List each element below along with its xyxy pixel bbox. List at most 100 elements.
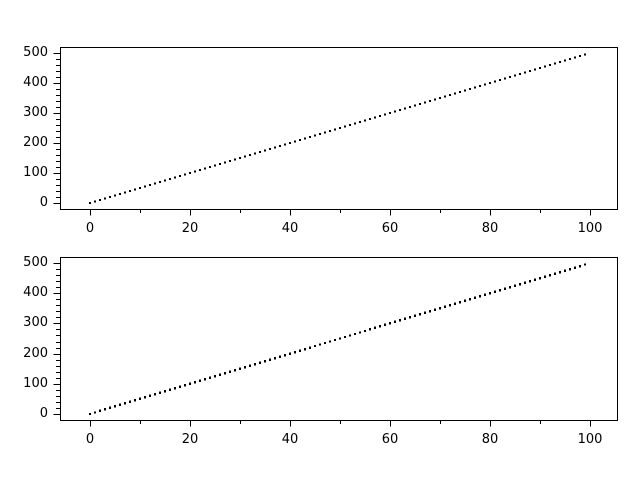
axes-frame [60, 257, 618, 421]
data-point [273, 146, 277, 149]
data-point [453, 302, 457, 305]
data-point [243, 366, 247, 369]
data-point [528, 279, 532, 283]
data-point [308, 346, 312, 349]
data-point [503, 287, 507, 290]
data-point [383, 113, 387, 116]
data-point [558, 60, 562, 64]
y-tick-label: 0 [39, 405, 48, 421]
data-point [538, 66, 542, 70]
data-point [173, 387, 177, 390]
y-tick-label: 0 [39, 195, 48, 210]
data-point [358, 120, 362, 124]
data-point [303, 137, 307, 140]
x-tick-label: 80 [481, 432, 499, 447]
data-point [208, 376, 212, 379]
data-point [473, 296, 477, 299]
data-point [433, 98, 437, 101]
data-point [163, 179, 167, 182]
data-point [233, 158, 237, 161]
data-point [403, 317, 407, 321]
data-point [463, 299, 467, 302]
data-point [353, 122, 357, 125]
data-point [328, 129, 332, 133]
data-point [268, 147, 272, 151]
data-point [373, 116, 377, 119]
data-point [283, 353, 287, 357]
data-point [348, 123, 352, 127]
data-point [123, 191, 127, 194]
x-tick-label: 0 [85, 432, 95, 447]
data-point [443, 305, 447, 308]
data-point [393, 110, 397, 113]
data-point [238, 367, 242, 370]
data-point [188, 171, 192, 175]
data-point [313, 344, 317, 348]
data-point [503, 77, 507, 80]
data-point [523, 71, 527, 74]
data-point [568, 267, 572, 271]
data-series [88, 263, 587, 416]
data-point [263, 359, 267, 363]
data-point [168, 388, 172, 391]
x-tick-label: 60 [381, 432, 399, 447]
y-tick-label: 400 [23, 75, 48, 90]
data-point [408, 105, 412, 109]
data-point [203, 378, 207, 381]
data-point [393, 320, 397, 324]
data-point [213, 375, 217, 378]
data-point [458, 301, 462, 304]
data-point [98, 198, 102, 202]
data-point [423, 101, 427, 104]
data-point [378, 114, 382, 118]
data-point [428, 99, 432, 103]
data-point [438, 96, 442, 100]
y-tick-label: 300 [23, 315, 48, 331]
x-tick-label: 20 [181, 221, 199, 236]
y-tick-label: 500 [23, 45, 48, 60]
data-point [133, 399, 137, 402]
data-point [268, 358, 272, 361]
data-point [143, 185, 147, 188]
data-point [318, 343, 322, 346]
data-point [388, 322, 392, 325]
data-point [433, 308, 437, 311]
data-point [153, 393, 157, 396]
data-point [253, 152, 257, 155]
data-point [553, 272, 557, 275]
data-point [428, 310, 432, 313]
data-point [178, 385, 182, 388]
x-tick-label: 40 [281, 432, 299, 447]
data-point [533, 68, 537, 71]
data-point [448, 93, 452, 97]
data-point [553, 62, 557, 65]
data-point [198, 379, 202, 382]
data-point [333, 338, 337, 342]
data-point [128, 189, 132, 193]
data-point [468, 87, 472, 91]
data-point [213, 164, 217, 167]
data-point [363, 329, 367, 333]
data-point [508, 286, 512, 289]
data-point [218, 373, 222, 376]
data-point [378, 325, 382, 328]
data-point [578, 264, 582, 268]
data-point [543, 275, 547, 278]
data-point [178, 174, 182, 178]
data-point [223, 372, 227, 375]
data-point [273, 356, 277, 360]
x-tick-label: 40 [281, 221, 299, 236]
data-point [248, 153, 252, 157]
y-tick-label: 300 [23, 105, 48, 120]
data-point [438, 307, 442, 310]
data-point [448, 304, 452, 307]
data-point [88, 201, 92, 205]
data-point [188, 382, 192, 385]
data-point [478, 84, 482, 88]
data-point [488, 292, 492, 295]
data-point [298, 349, 302, 352]
data-point [338, 337, 342, 340]
data-point [278, 355, 282, 358]
